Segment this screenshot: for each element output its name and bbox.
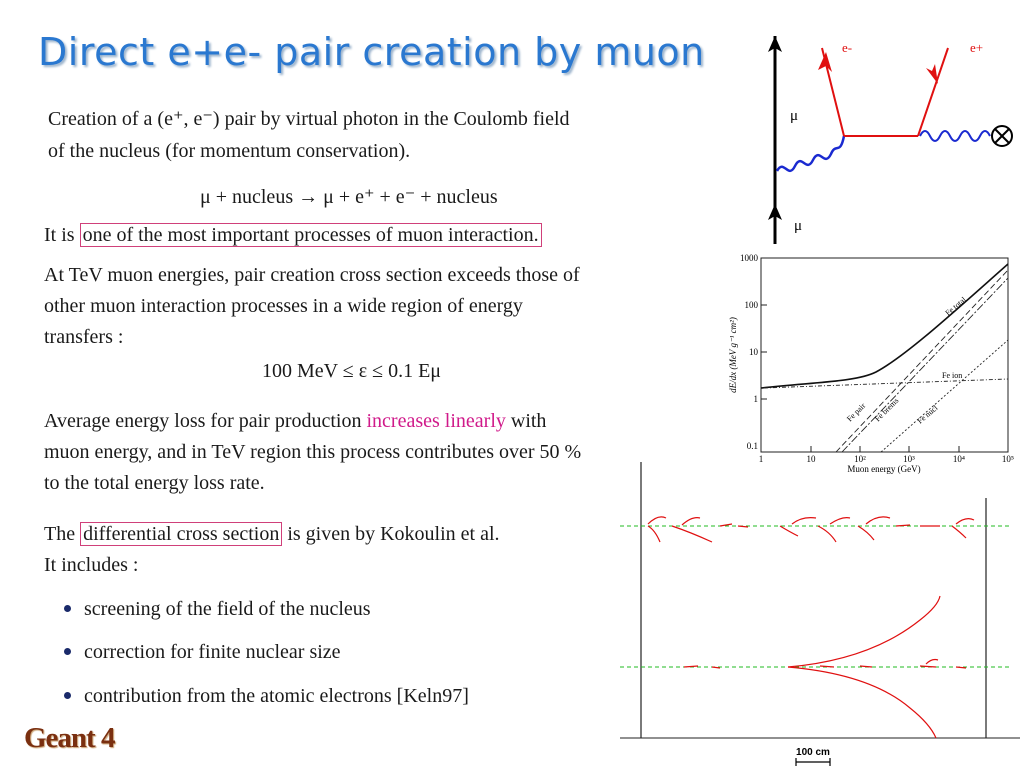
- intro-line-2: of the nucleus (for momentum conservatio…: [48, 140, 411, 162]
- x-tick-10000: 10⁴: [953, 454, 965, 464]
- feynman-diagram: μ μ e- e+: [768, 36, 1013, 244]
- lower-shower-tracks: [683, 595, 967, 739]
- scale-label: 100 cm: [796, 747, 830, 758]
- fe-nucl-label: Fe nucl: [916, 403, 941, 426]
- virtual-photon-wave: [775, 135, 846, 173]
- bullet-item-1: screening of the field of the nucleus: [84, 598, 371, 620]
- y-tick-1000: 1000: [740, 253, 759, 263]
- slide-title: Direct e+e- pair creation by muon: [38, 30, 705, 74]
- x-tick-1000: 10³: [903, 454, 915, 464]
- mu-label-top: μ: [790, 108, 798, 124]
- fe-brems-label: Fe brems: [873, 396, 900, 423]
- fe-total-label: Fe total: [944, 295, 969, 318]
- tev-line-2: other muon interaction processes in a wi…: [44, 295, 523, 317]
- avg-line-3: to the total energy loss rate.: [44, 472, 265, 494]
- avg-highlight: increases linearly: [366, 410, 506, 432]
- electron-arrow-icon: [818, 52, 832, 72]
- importance-statement: It is one of the most important processe…: [44, 220, 542, 251]
- fe-brems-curve: [841, 277, 1009, 453]
- bullet-dot-icon: [64, 648, 71, 655]
- positron-label: e+: [970, 40, 983, 55]
- includes-label: It includes :: [44, 554, 139, 576]
- reaction-equation: μ + nucleus → μ + e⁺ + e⁻ + nucleus: [200, 186, 498, 208]
- geant4-logo-text: Geant 4: [24, 722, 115, 754]
- energy-range-equation: 100 MeV ≤ ε ≤ 0.1 Eμ: [262, 360, 442, 382]
- avg-line-1-post: with: [505, 410, 547, 432]
- y-tick-10: 10: [749, 347, 759, 357]
- x-tick-10: 10: [807, 454, 817, 464]
- positron-arrow-icon: [926, 64, 938, 84]
- tev-line-1: At TeV muon energies, pair creation cros…: [44, 264, 580, 286]
- x-tick-1: 1: [759, 454, 764, 464]
- diff-boxed-text: differential cross section: [80, 522, 283, 546]
- upper-shower-tracks: [647, 516, 975, 543]
- nucleus-photon-wave: [919, 130, 991, 142]
- fe-pair-curve: [835, 269, 1009, 453]
- diff-suffix: is given by Kokoulin et al.: [282, 523, 500, 545]
- plot-frame: [760, 257, 1009, 453]
- y-tick-100: 100: [745, 300, 759, 310]
- avg-line-1-pre: Average energy loss for pair production: [44, 410, 367, 432]
- y-tick-1: 1: [754, 394, 759, 404]
- avg-line-1: Average energy loss for pair production …: [44, 406, 546, 437]
- y-tick-0-1: 0.1: [747, 441, 758, 451]
- electron-label: e-: [842, 40, 852, 55]
- x-tick-100: 10²: [854, 454, 866, 464]
- importance-boxed-text: one of the most important processes of m…: [79, 223, 542, 247]
- shower-simulation: 100 cm: [620, 462, 1020, 766]
- avg-line-2: muon energy, and in TeV region this proc…: [44, 441, 582, 463]
- fe-nucl-curve: [880, 339, 1009, 453]
- positron-line: [917, 47, 949, 137]
- bullet-item-3: contribution from the atomic electrons […: [84, 685, 469, 707]
- y-axis-label: dE/dx (MeV g⁻¹ cm²): [728, 317, 738, 393]
- x-axis-label: Muon energy (GeV): [847, 464, 920, 474]
- tev-line-3: transfers :: [44, 326, 124, 348]
- bullet-dot-icon: [64, 692, 71, 699]
- intro-line-1: Creation of a (e⁺, e⁻) pair by virtual p…: [48, 108, 570, 130]
- mu-label-bottom: μ: [794, 218, 802, 234]
- fe-pair-label: Fe pair: [845, 401, 867, 423]
- bullet-dot-icon: [64, 605, 71, 612]
- energy-loss-plot: 1000 100 10 1 0.1 1 10 10² 10³ 10⁴ 10⁵ M…: [728, 253, 1014, 474]
- muon-arrow-top-icon: [768, 36, 782, 52]
- diff-prefix: The: [44, 523, 81, 545]
- diff-cross-section-line: The differential cross section is given …: [44, 519, 500, 550]
- importance-prefix: It is: [44, 224, 80, 246]
- muon-arrow-bottom-icon: [768, 204, 782, 220]
- fe-ion-label: Fe ion: [942, 371, 962, 380]
- x-tick-100000: 10⁵: [1002, 454, 1014, 464]
- bullet-item-2: correction for finite nuclear size: [84, 641, 341, 663]
- fe-total-curve: [760, 263, 1009, 389]
